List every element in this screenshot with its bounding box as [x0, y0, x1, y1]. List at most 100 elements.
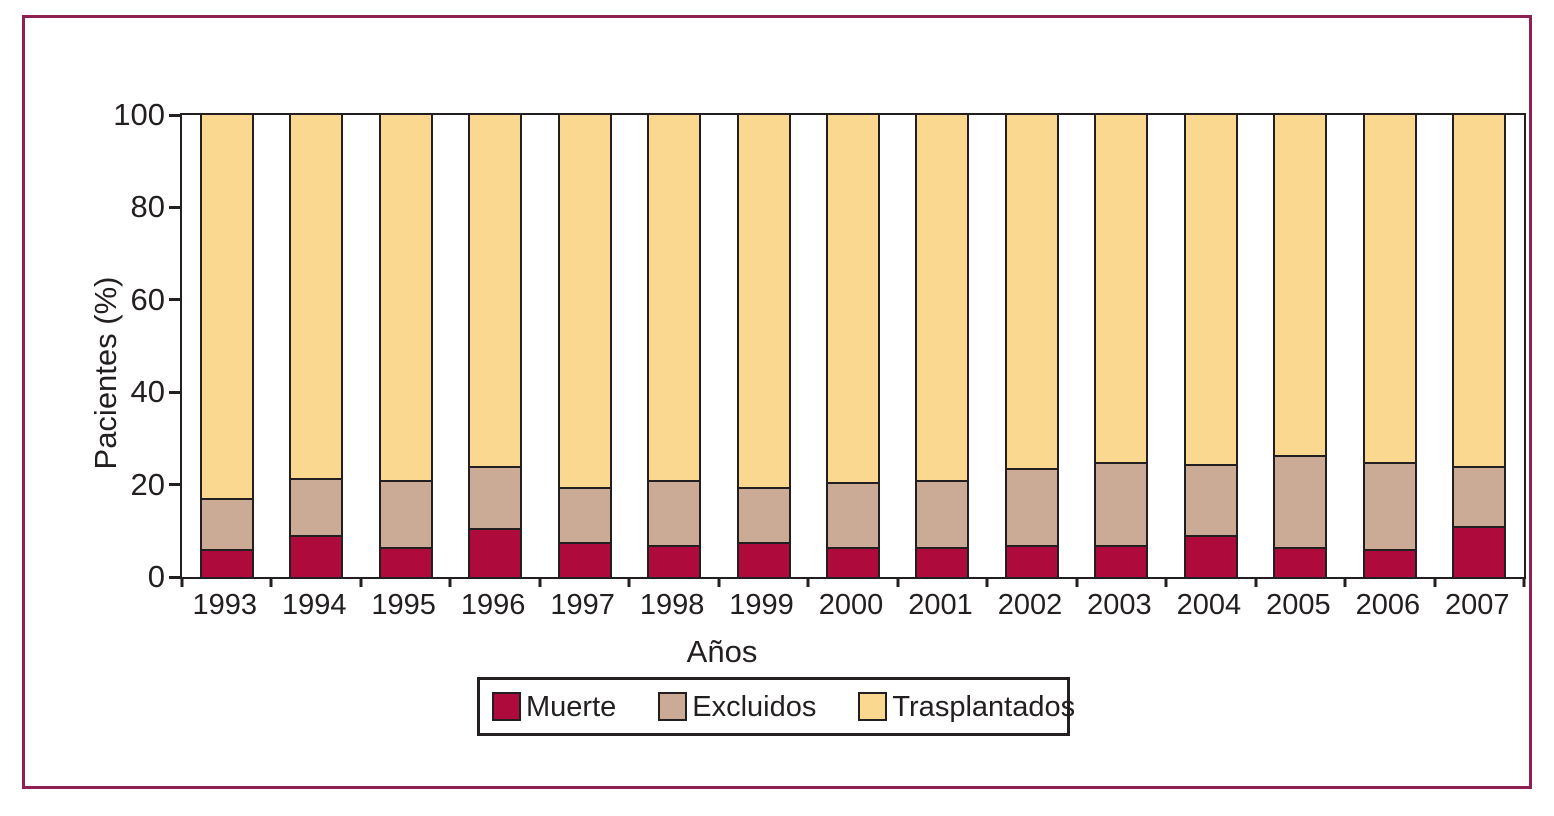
bar-1997: [557, 115, 612, 577]
bar-2001: [915, 115, 970, 577]
x-tick-label-1994: 1994: [281, 589, 347, 621]
legend-swatch-trasplantados-icon: [858, 692, 888, 721]
segment-excluidos-2000: [828, 482, 879, 547]
bar-slot-1994: [271, 115, 360, 577]
legend: Muerte Excluidos Trasplantados: [477, 677, 1075, 736]
bar-slot-2005: [1256, 115, 1345, 577]
segment-excluidos-2005: [1275, 454, 1326, 547]
segment-muerte-1994: [291, 535, 342, 577]
segment-trasplantados-2001: [917, 115, 968, 480]
segment-excluidos-2003: [1096, 461, 1147, 545]
x-boundary-tick: [1164, 577, 1168, 587]
segment-excluidos-1997: [559, 486, 610, 543]
segment-trasplantados-2004: [1185, 115, 1236, 464]
x-tick-label-1999: 1999: [729, 589, 794, 621]
x-tick-label-2004: 2004: [1176, 589, 1242, 621]
x-boundary-tick: [896, 577, 900, 587]
segment-excluidos-2004: [1185, 463, 1236, 536]
segment-muerte-2001: [917, 546, 968, 577]
figure-border: Pacientes (%) 0 20 40 60 80 100 1993 1994 1995 1…: [22, 15, 1532, 789]
bar-slot-1998: [629, 115, 718, 577]
y-tick-label-0: 0: [147, 559, 165, 594]
bar-slot-1996: [450, 115, 539, 577]
x-tick-label-2003: 2003: [1087, 589, 1152, 621]
x-tick-label-2007: 2007: [1445, 589, 1510, 621]
segment-trasplantados-1996: [470, 115, 521, 467]
bar-1996: [468, 115, 523, 577]
bar-1999: [736, 115, 791, 577]
y-tick-0: [169, 575, 182, 579]
segment-trasplantados-1999: [738, 115, 789, 487]
legend-label-muerte: Muerte: [526, 690, 617, 723]
x-boundary-tick: [985, 577, 989, 587]
segment-excluidos-2002: [1006, 468, 1057, 545]
legend-swatch-excluidos-icon: [658, 692, 688, 721]
x-boundary-tick: [359, 577, 363, 587]
segment-excluidos-1996: [470, 466, 521, 529]
bar-slot-1995: [361, 115, 450, 577]
x-tick-label-1995: 1995: [371, 589, 436, 621]
bar-2000: [826, 115, 881, 577]
x-tick-label-1996: 1996: [460, 589, 526, 621]
bars-container: [182, 115, 1524, 577]
bar-2005: [1273, 115, 1328, 577]
x-tick-label-1998: 1998: [639, 589, 705, 621]
x-tick-label-2001: 2001: [908, 589, 973, 621]
segment-excluidos-1993: [201, 498, 252, 550]
segment-excluidos-1995: [380, 479, 431, 547]
legend-swatch-muerte-icon: [492, 692, 521, 721]
y-tick-100: [169, 113, 182, 117]
segment-trasplantados-1997: [559, 115, 610, 487]
bar-slot-1999: [719, 115, 808, 577]
legend-item-trasplantados: Trasplantados: [858, 691, 1075, 723]
segment-muerte-1997: [559, 542, 610, 577]
segment-trasplantados-1994: [291, 115, 342, 478]
legend-label-excluidos: Excluidos: [692, 690, 817, 723]
bar-slot-2004: [1166, 115, 1255, 577]
x-tick-label-2006: 2006: [1355, 589, 1421, 621]
x-tick-label-2002: 2002: [997, 589, 1063, 621]
bar-slot-2003: [1077, 115, 1166, 577]
y-tick-label-40: 40: [130, 374, 165, 410]
legend-item-excluidos: Excluidos: [658, 691, 816, 723]
segment-trasplantados-2005: [1275, 115, 1326, 455]
x-boundary-tick: [1075, 577, 1079, 587]
segment-excluidos-2006: [1364, 461, 1415, 550]
bar-1993: [199, 115, 254, 577]
plot-area: 0 20 40 60 80 100: [113, 99, 1526, 593]
segment-trasplantados-1993: [201, 115, 252, 499]
segment-excluidos-1998: [649, 479, 700, 545]
y-tick-label-100: 100: [113, 97, 165, 132]
x-tick-label-1997: 1997: [550, 589, 615, 621]
segment-excluidos-1999: [738, 486, 789, 543]
bar-slot-2006: [1345, 115, 1434, 577]
x-boundary-tick: [180, 577, 184, 587]
segment-muerte-1993: [201, 549, 252, 577]
y-tick-label-20: 20: [130, 466, 165, 502]
x-boundary-tick: [538, 577, 542, 587]
bar-slot-2001: [898, 115, 987, 577]
segment-excluidos-1994: [291, 477, 342, 536]
y-tick-60: [169, 298, 182, 302]
legend-label-trasplantados: Trasplantados: [892, 690, 1076, 723]
x-axis-title: Años: [686, 634, 758, 669]
bar-1998: [647, 115, 702, 577]
segment-excluidos-2001: [917, 479, 968, 547]
segment-muerte-2002: [1006, 544, 1057, 577]
x-boundary-tick: [1522, 577, 1526, 587]
bar-slot-1997: [540, 115, 629, 577]
x-tick-label-1993: 1993: [192, 589, 257, 621]
segment-muerte-1998: [649, 544, 700, 577]
x-boundary-tick: [806, 577, 810, 587]
bar-2007: [1452, 115, 1507, 577]
x-boundary-tick: [1343, 577, 1347, 587]
y-tick-40: [169, 390, 182, 394]
x-boundary-tick: [269, 577, 273, 587]
segment-trasplantados-1998: [649, 115, 700, 480]
segment-muerte-2005: [1275, 546, 1326, 577]
y-tick-label-60: 60: [130, 281, 165, 317]
x-boundary-tick: [1254, 577, 1258, 587]
legend-item-muerte: Muerte: [492, 691, 616, 723]
bar-slot-2002: [987, 115, 1076, 577]
bar-1994: [289, 115, 344, 577]
